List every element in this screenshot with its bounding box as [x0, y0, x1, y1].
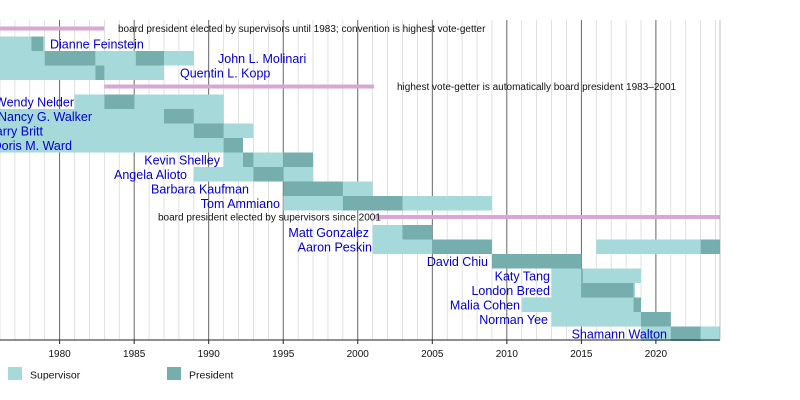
supervisor-bar	[163, 51, 194, 66]
person-name-label: Dianne Feinstein	[50, 38, 144, 52]
person-name-label: Norman Yee	[479, 313, 548, 327]
x-tick-label: 1985	[123, 349, 146, 360]
person-name-label: Matt Gonzalez	[288, 226, 369, 240]
x-tick-label: 2010	[496, 349, 519, 360]
supervisor-bar	[551, 283, 582, 298]
x-tick-label: 1980	[49, 349, 72, 360]
president-bar	[402, 225, 433, 240]
president-bar	[135, 51, 164, 66]
era-note: board president elected by supervisors s…	[158, 213, 381, 224]
era-band	[374, 215, 720, 220]
era-note: highest vote-getter is automatically boa…	[397, 82, 677, 93]
x-tick-label: 1995	[272, 349, 295, 360]
president-bar	[242, 152, 254, 167]
president-bar	[491, 254, 582, 269]
president-bar	[283, 181, 343, 196]
legend-label: President	[189, 370, 233, 382]
legend-label: Supervisor	[30, 370, 81, 382]
president-bar	[283, 152, 314, 167]
era-band	[104, 84, 375, 89]
president-bar	[581, 268, 583, 283]
president-bar	[640, 312, 671, 327]
axis-layer: 1980 1985 1990 1995 2000 2005 2010 2015 2020	[0, 20, 721, 360]
supervisor-bar	[640, 326, 671, 341]
person-name-label: Malia Cohen	[450, 299, 520, 313]
supervisor-bar	[0, 36, 32, 51]
president-bar	[432, 239, 492, 254]
supervisor-bar	[193, 109, 224, 124]
president-bar	[581, 283, 634, 298]
supervisor-bar	[223, 123, 254, 138]
supervisor-bar	[43, 36, 45, 51]
supervisor-bar	[596, 239, 701, 254]
supervisor-bar	[283, 167, 314, 182]
supervisor-bar	[551, 312, 641, 327]
label-layer: board president elected by supervisors u…	[0, 24, 677, 341]
president-bar	[342, 196, 403, 211]
supervisor-bar	[342, 181, 373, 196]
person-name-label: Tom Ammiano	[201, 197, 280, 211]
supervisor-bar	[0, 138, 224, 153]
supervisor-bar	[193, 167, 254, 182]
supervisor-bar	[372, 239, 433, 254]
president-bar	[44, 51, 96, 66]
supervisor-bar	[253, 152, 284, 167]
person-name-label: Harry Britt	[0, 125, 44, 139]
person-name-label: Quentin L. Kopp	[180, 67, 270, 81]
supervisor-bar	[0, 123, 194, 138]
legend-layer: Supervisor President	[8, 367, 233, 382]
president-bar	[253, 167, 284, 182]
person-name-label: Doris M. Ward	[0, 139, 72, 153]
supervisor-bar	[700, 326, 720, 341]
president-bar	[163, 109, 194, 124]
supervisor-bar	[0, 65, 96, 80]
president-bar	[633, 297, 641, 312]
person-name-label: London Breed	[471, 284, 550, 298]
supervisor-bar	[402, 196, 492, 211]
supervisor-bar	[223, 152, 243, 167]
person-name-label: Kevin Shelley	[144, 154, 220, 168]
supervisor-bar	[74, 94, 105, 109]
supervisor-bar	[521, 297, 634, 312]
x-tick-label: 2020	[645, 349, 668, 360]
supervisor-bar	[0, 109, 164, 124]
person-name-label: Wendy Nelder	[0, 96, 74, 110]
era-layer	[0, 26, 720, 220]
supervisor-bar	[134, 94, 224, 109]
supervisor-bar	[633, 283, 636, 298]
supervisor-bar	[372, 225, 403, 240]
supervisor-bar	[0, 51, 45, 66]
president-bar	[193, 123, 224, 138]
person-name-label: Shamann Walton	[572, 328, 667, 342]
supervisor-bar	[581, 268, 641, 283]
x-tick-label: 2005	[421, 349, 444, 360]
person-name-label: Barbara Kaufman	[151, 183, 249, 197]
president-bar	[670, 326, 701, 341]
bar-layer	[0, 36, 720, 341]
legend-swatch	[167, 367, 181, 380]
person-name-label: Angela Alioto	[114, 168, 187, 182]
x-tick-label: 2000	[347, 349, 370, 360]
person-name-label: John L. Molinari	[218, 52, 306, 66]
person-name-label: Aaron Peskin	[298, 241, 372, 255]
x-tick-label: 2015	[570, 349, 593, 360]
person-name-label: Nancy G. Walker	[0, 110, 92, 124]
president-bar	[104, 94, 135, 109]
supervisor-bar	[104, 65, 164, 80]
president-bar	[95, 65, 105, 80]
legend-swatch	[8, 367, 22, 380]
president-bar	[31, 36, 44, 51]
person-name-label: David Chiu	[427, 255, 488, 269]
supervisor-bar	[95, 51, 136, 66]
supervisor-bar	[283, 196, 343, 211]
x-tick-label: 1990	[198, 349, 221, 360]
president-bar	[700, 239, 720, 254]
supervisor-bar	[551, 268, 582, 283]
era-note: board president elected by supervisors u…	[118, 24, 486, 35]
president-bar	[223, 138, 243, 153]
person-name-label: Katy Tang	[495, 270, 550, 284]
era-band	[0, 26, 105, 31]
